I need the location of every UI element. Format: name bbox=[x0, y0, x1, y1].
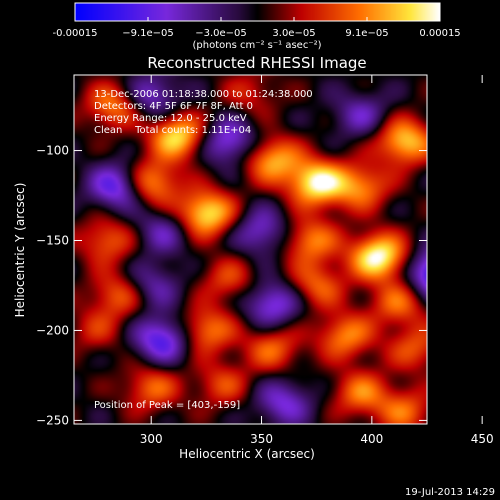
colorbar-tick-label: -0.00015 bbox=[53, 28, 98, 39]
x-axis-label: Heliocentric X (arcsec) bbox=[179, 447, 315, 461]
colorbar: -0.00015 −9.1e−05 −3.0e−05 3.0e−05 9.1e−05 0.… bbox=[53, 2, 461, 51]
x-ticks: 300 350 400 450 bbox=[140, 75, 494, 446]
annotation-detectors: Detectors: 4F 5F 6F 7F 8F, Att 0 bbox=[94, 101, 253, 112]
plot-frame bbox=[73, 74, 428, 425]
plot-area: 300 350 400 450 −100 −150 −200 −250 bbox=[36, 74, 494, 446]
x-tick-label: 300 bbox=[140, 432, 163, 446]
colorbar-tick-label: 3.0e−05 bbox=[272, 28, 315, 39]
footer-timestamp: 19-Jul-2013 14:29 bbox=[405, 487, 495, 498]
colorbar-frame bbox=[74, 2, 441, 22]
chart-title: Reconstructed RHESSI Image bbox=[147, 54, 366, 72]
colorbar-tick-label: 9.1e−05 bbox=[345, 28, 388, 39]
y-tick-label: −100 bbox=[36, 144, 69, 158]
colorbar-image bbox=[75, 3, 440, 21]
x-tick-label: 400 bbox=[360, 432, 383, 446]
colorbar-tick-label: −3.0e−05 bbox=[195, 28, 247, 39]
y-axis-label: Heliocentric Y (arcsec) bbox=[13, 183, 27, 318]
y-tick-label: −150 bbox=[36, 234, 69, 248]
colorbar-tick-label: 0.00015 bbox=[419, 28, 460, 39]
y-ticks: −100 −150 −200 −250 bbox=[36, 144, 427, 427]
annotation-clean: Clean Total counts: 1.11E+04 bbox=[94, 125, 251, 136]
annotation-time: 13-Dec-2006 01:18:38.000 to 01:24:38.000 bbox=[94, 89, 313, 100]
x-tick-label: 450 bbox=[471, 432, 494, 446]
y-tick-label: −200 bbox=[36, 323, 69, 337]
y-tick-label: −250 bbox=[36, 413, 69, 427]
annotation-peak: Position of Peak = [403,-159] bbox=[94, 400, 240, 411]
x-tick-label: 350 bbox=[250, 432, 273, 446]
colorbar-label: (photons cm⁻² s⁻¹ asec⁻²) bbox=[192, 40, 321, 51]
colorbar-tick-label: −9.1e−05 bbox=[122, 28, 174, 39]
heatmap-image bbox=[74, 75, 427, 424]
colorbar-ticks: -0.00015 −9.1e−05 −3.0e−05 3.0e−05 9.1e−05 0.… bbox=[53, 17, 461, 39]
annotation-energy: Energy Range: 12.0 - 25.0 keV bbox=[94, 113, 247, 124]
